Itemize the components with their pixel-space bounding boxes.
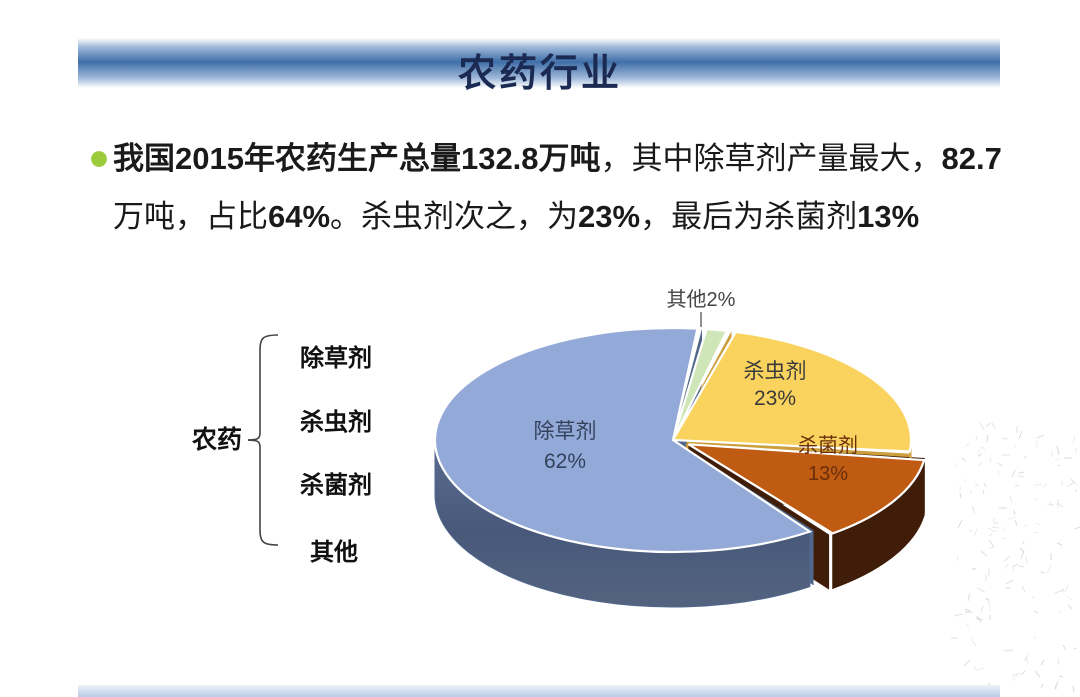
svg-text:其他2%: 其他2% [667, 288, 736, 311]
svg-text:62%: 62% [544, 450, 586, 473]
svg-text:除草剂: 除草剂 [534, 420, 597, 443]
svg-text:杀菌剂: 杀菌剂 [798, 434, 858, 457]
svg-text:23%: 23% [754, 387, 796, 410]
svg-text:杀虫剂: 杀虫剂 [744, 360, 807, 383]
svg-text:13%: 13% [808, 463, 848, 485]
